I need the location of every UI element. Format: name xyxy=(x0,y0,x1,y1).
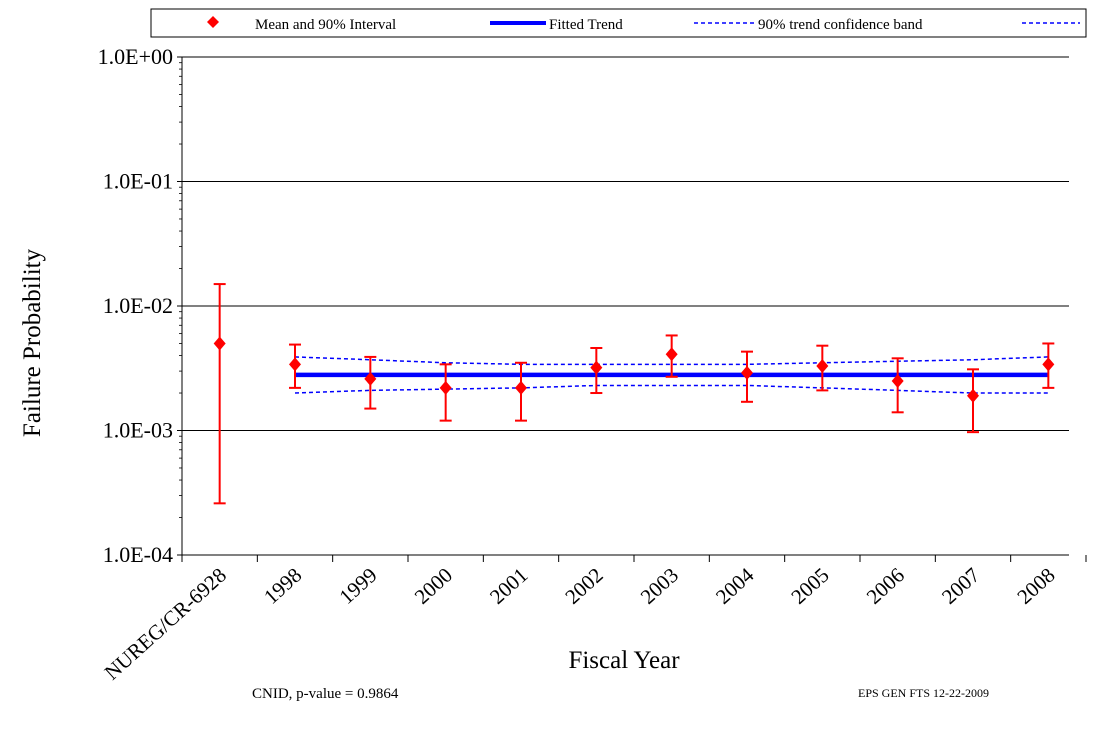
y-tick-label: 1.0E-04 xyxy=(103,542,173,567)
legend-label-confidence-band: 90% trend confidence band xyxy=(758,17,923,33)
legend-symbols xyxy=(207,16,1080,28)
legend-label-fitted-trend: Fitted Trend xyxy=(549,17,623,33)
mean-point xyxy=(665,347,678,362)
legend-box xyxy=(150,8,1087,38)
y-tick-labels: 1.0E+00 1.0E-01 1.0E-02 1.0E-03 1.0E-04 xyxy=(98,44,173,567)
mean-point xyxy=(891,373,904,388)
y-tick-label: 1.0E-01 xyxy=(103,169,173,194)
mean-point xyxy=(967,388,979,403)
date-stamp: EPS GEN FTS 12-22-2009 xyxy=(858,686,989,700)
y-tick-label: 1.0E-02 xyxy=(103,293,173,318)
mean-point xyxy=(741,365,753,380)
y-tick-label: 1.0E-03 xyxy=(103,418,173,443)
mean-point xyxy=(213,336,226,351)
x-axis-title: Fiscal Year xyxy=(568,647,680,674)
mean-point xyxy=(1042,357,1055,372)
p-value-note: CNID, p-value = 0.9864 xyxy=(252,686,399,702)
mean-interval-layer xyxy=(213,283,1055,505)
y-tick-label: 1.0E+00 xyxy=(98,44,173,69)
axis-layer xyxy=(177,56,1087,562)
mean-point xyxy=(816,358,829,373)
mean-point xyxy=(439,380,452,395)
mean-point xyxy=(515,380,527,395)
y-axis-title: Failure Probability xyxy=(19,248,46,437)
mean-point xyxy=(289,357,301,372)
mean-point xyxy=(364,371,377,386)
legend-symbol-mean-diamond xyxy=(207,16,219,28)
legend-label-mean: Mean and 90% Interval xyxy=(255,17,396,33)
mean-point xyxy=(590,360,603,375)
